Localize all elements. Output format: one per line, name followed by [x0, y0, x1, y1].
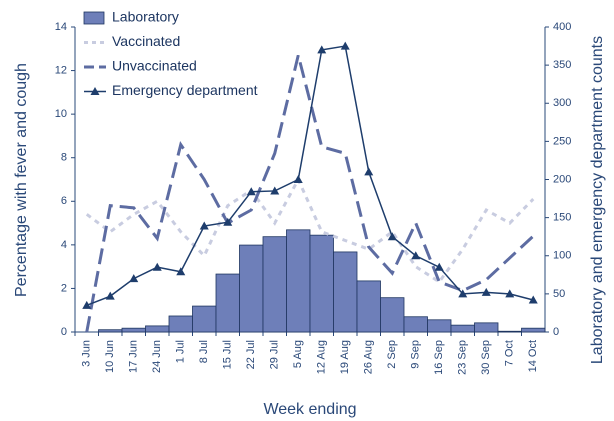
y-tick-label: 8	[61, 152, 67, 164]
y2-tick-label: 200	[553, 173, 571, 185]
bar	[333, 251, 358, 333]
y-tick-label: 2	[61, 282, 67, 294]
legend-swatch	[83, 11, 105, 25]
series-line	[86, 45, 534, 307]
x-tick-label: 2 Sep	[386, 340, 398, 369]
bar	[309, 234, 334, 333]
x-tick-label: 30 Sep	[480, 340, 492, 375]
bar	[356, 280, 381, 333]
x-tick-label: 24 Jun	[151, 340, 163, 373]
x-tick-label: 7 Oct	[504, 340, 516, 366]
x-tick-label: 3 Jun	[81, 340, 93, 367]
bar	[380, 297, 405, 333]
y-axis-title: Percentage with fever and cough	[13, 63, 30, 297]
x-tick-label: 17 Jun	[128, 340, 140, 373]
y2-tick-label: 100	[553, 250, 571, 262]
y-tick-label: 0	[61, 326, 67, 338]
x-tick-label: 1 Jul	[175, 340, 187, 363]
marker	[458, 289, 468, 298]
bar	[521, 327, 546, 333]
legend-label: Vaccinated	[112, 33, 180, 49]
y2-tick-label: 0	[553, 326, 559, 338]
bar	[286, 229, 311, 333]
bar	[145, 325, 170, 333]
marker	[505, 289, 515, 298]
bar	[192, 305, 217, 333]
marker	[270, 186, 280, 195]
marker	[481, 287, 491, 296]
bar	[121, 327, 146, 333]
marker	[293, 175, 303, 183]
marker	[105, 291, 115, 300]
y2-tick-label: 150	[553, 212, 571, 224]
y-tick-label: 10	[55, 108, 67, 120]
bar	[427, 319, 452, 333]
x-tick-label: 29 Jul	[269, 340, 281, 369]
marker	[317, 45, 327, 54]
marker	[223, 217, 233, 226]
bar	[239, 244, 264, 333]
marker	[176, 267, 186, 276]
marker	[340, 41, 350, 50]
bar	[262, 236, 287, 333]
marker	[364, 167, 374, 176]
legend-label: Laboratory	[112, 9, 179, 25]
marker	[152, 262, 162, 271]
bar	[497, 330, 522, 333]
y2-tick-label: 350	[553, 59, 571, 71]
legend-label: Unvaccinated	[112, 58, 197, 74]
marker	[129, 274, 139, 283]
bar	[450, 324, 475, 333]
x-tick-label: 23 Sep	[457, 340, 469, 375]
bar	[215, 273, 240, 333]
y2-tick-label: 400	[553, 21, 571, 33]
y2-tick-label: 300	[553, 97, 571, 109]
marker	[199, 221, 209, 230]
marker	[528, 295, 538, 304]
x-tick-label: 9 Sep	[410, 340, 422, 369]
marker	[246, 187, 256, 196]
x-tick-label: 19 Aug	[339, 340, 351, 374]
bar	[98, 329, 123, 333]
series-line	[85, 176, 535, 284]
bar	[168, 315, 193, 333]
x-tick-label: 12 Aug	[316, 340, 328, 374]
y-tick-label: 6	[61, 195, 67, 207]
x-tick-label: 10 Jun	[104, 340, 116, 373]
y-tick-label: 14	[55, 21, 67, 33]
x-tick-label: 15 Jul	[222, 340, 234, 369]
x-tick-label: 8 Jul	[198, 340, 210, 363]
y2-tick-label: 250	[553, 135, 571, 147]
marker	[434, 262, 444, 271]
y2-tick-label: 50	[553, 288, 565, 300]
marker	[387, 232, 397, 241]
marker	[82, 300, 92, 309]
bar	[403, 316, 428, 333]
bar	[474, 322, 499, 333]
y-tick-label: 4	[61, 239, 67, 251]
x-tick-label: 22 Jul	[245, 340, 257, 369]
x-tick-label: 5 Aug	[292, 340, 304, 368]
x-tick-label: 16 Sep	[433, 340, 445, 375]
y2-axis-title: Laboratory and emergency department coun…	[589, 36, 606, 364]
x-tick-label: 14 Oct	[527, 340, 539, 372]
legend-marker	[90, 87, 100, 95]
marker	[411, 251, 421, 260]
x-tick-label: 26 Aug	[363, 340, 375, 374]
x-axis-title: Week ending	[263, 401, 356, 418]
y-tick-label: 12	[55, 64, 67, 76]
legend-label: Emergency department	[112, 82, 258, 98]
